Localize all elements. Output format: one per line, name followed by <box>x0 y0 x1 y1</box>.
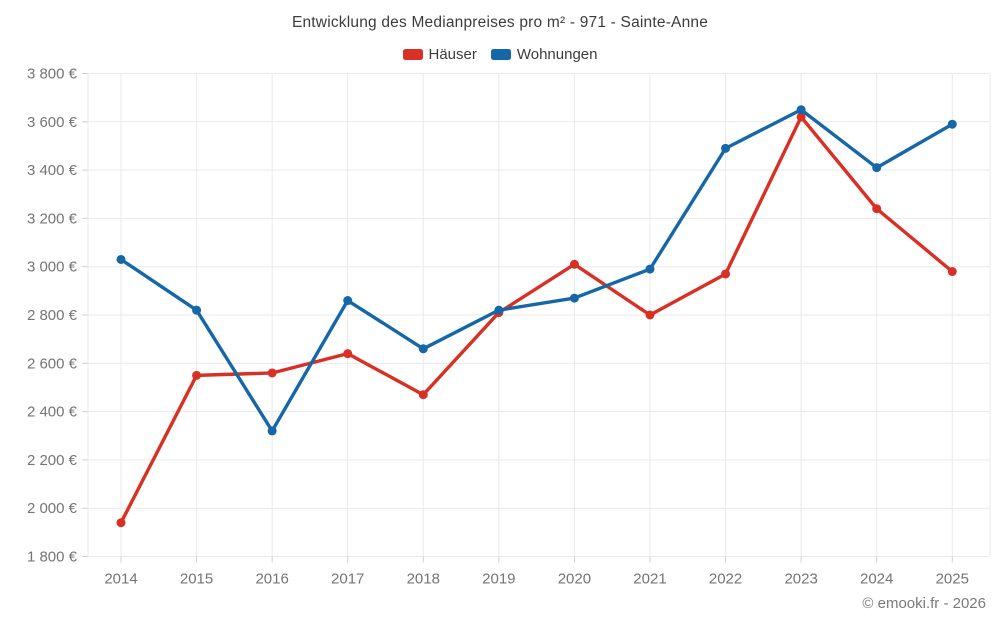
series-line-wohnungen <box>119 108 954 433</box>
y-axis-tick-label: 2 200 € <box>27 452 78 469</box>
legend-item-wohnungen: Wohnungen <box>490 46 598 63</box>
data-point-wohnungen-2023 <box>796 105 806 115</box>
y-axis-tick-label: 1 800 € <box>27 549 78 566</box>
copyright-footer: © emooki.fr - 2026 <box>862 595 986 612</box>
wohnungen-color-swatch <box>490 49 511 60</box>
x-axis-tick-label: 2023 <box>784 571 817 588</box>
data-point-wohnungen-2015 <box>192 305 202 315</box>
x-axis-tick-label: 2021 <box>633 571 666 588</box>
data-point-häuser-2017 <box>343 349 353 359</box>
data-point-wohnungen-2019 <box>494 305 504 315</box>
x-axis-tick-label: 2025 <box>936 571 969 588</box>
data-point-wohnungen-2025 <box>947 119 957 129</box>
data-point-wohnungen-2014 <box>116 254 126 264</box>
data-point-wohnungen-2024 <box>872 163 882 173</box>
x-axis-tick-label: 2018 <box>407 571 440 588</box>
chart-legend: Häuser Wohnungen <box>0 46 1000 63</box>
data-point-häuser-2016 <box>267 368 277 378</box>
data-point-häuser-2024 <box>872 204 882 214</box>
y-axis-tick-label: 3 800 € <box>27 66 78 83</box>
x-axis-tick-label: 2015 <box>180 571 213 588</box>
chart-title: Entwicklung des Medianpreises pro m² - 9… <box>291 14 709 31</box>
y-axis-tick-label: 3 000 € <box>27 259 78 276</box>
data-point-häuser-2022 <box>721 269 731 279</box>
data-point-wohnungen-2022 <box>721 143 731 153</box>
data-point-häuser-2015 <box>192 370 202 380</box>
data-point-häuser-2023 <box>796 112 806 122</box>
y-axis-tick-label: 3 400 € <box>27 162 78 179</box>
x-axis-tick-label: 2016 <box>255 571 288 588</box>
legend-item-haeuser: Häuser <box>402 46 477 63</box>
series-line-häuser <box>119 115 954 525</box>
data-point-häuser-2014 <box>116 518 126 528</box>
legend-label-haeuser: Häuser <box>428 46 477 63</box>
x-axis-tick-label: 2020 <box>558 571 591 588</box>
y-axis-tick-label: 3 200 € <box>27 210 78 227</box>
x-axis-tick-label: 2022 <box>709 571 742 588</box>
x-axis-tick-label: 2024 <box>860 571 893 588</box>
data-point-häuser-2025 <box>947 267 957 277</box>
data-point-häuser-2021 <box>645 310 655 320</box>
data-point-häuser-2018 <box>418 390 428 400</box>
x-axis-tick-label: 2017 <box>331 571 364 588</box>
x-axis-tick-label: 2014 <box>104 571 137 588</box>
data-point-wohnungen-2021 <box>645 264 655 274</box>
data-point-wohnungen-2016 <box>267 426 277 436</box>
haeuser-color-swatch <box>402 49 423 60</box>
y-axis-tick-label: 2 600 € <box>27 355 78 372</box>
x-axis-tick-label: 2019 <box>482 571 515 588</box>
data-point-wohnungen-2020 <box>569 293 579 303</box>
y-axis-tick-label: 3 600 € <box>27 114 78 131</box>
data-point-wohnungen-2017 <box>343 296 353 306</box>
y-axis-tick-label: 2 800 € <box>27 307 78 324</box>
y-axis-tick-label: 2 400 € <box>27 404 78 421</box>
legend-label-wohnungen: Wohnungen <box>516 46 598 63</box>
y-axis-tick-label: 2 000 € <box>27 500 78 517</box>
data-point-wohnungen-2018 <box>418 344 428 354</box>
data-point-häuser-2020 <box>569 259 579 269</box>
